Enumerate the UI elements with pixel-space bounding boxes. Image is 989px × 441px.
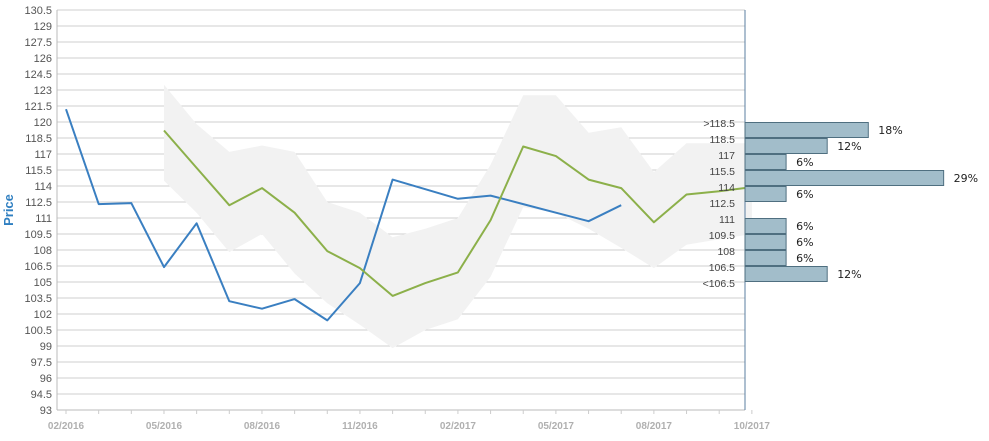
x-tick-label: 05/2016 bbox=[146, 421, 183, 432]
histogram-percent-label: 6% bbox=[796, 220, 813, 233]
y-tick-label: 117 bbox=[34, 149, 52, 161]
histogram-percent-label: 6% bbox=[796, 252, 813, 265]
y-tick-label: 97.5 bbox=[31, 357, 52, 369]
histogram-percent-label: 12% bbox=[837, 268, 861, 281]
histogram-bin-label: 111 bbox=[719, 214, 735, 226]
histogram-bar bbox=[744, 266, 828, 282]
histogram-bin-label: <106.5 bbox=[703, 278, 736, 290]
y-tick-label: 106.5 bbox=[24, 261, 52, 273]
x-tick-label: 02/2017 bbox=[440, 421, 477, 432]
histogram-percent-label: 29% bbox=[954, 172, 978, 185]
histogram-bin-label: 108 bbox=[717, 246, 735, 258]
y-tick-label: 94.5 bbox=[31, 389, 52, 401]
histogram-percent-label: 12% bbox=[837, 140, 861, 153]
axes bbox=[56, 10, 753, 414]
forecast-band bbox=[164, 84, 752, 349]
histogram-percent-label: 18% bbox=[878, 124, 902, 137]
distribution-histogram: >118.5 18% 118.5 12% 117 6% 115.5 29% 114 6% 112.5… bbox=[703, 118, 979, 290]
y-tick-label: 100.5 bbox=[24, 325, 52, 337]
histogram-bar bbox=[744, 122, 869, 138]
y-tick-label: 126 bbox=[34, 53, 52, 65]
histogram-bin-label: >118.5 bbox=[703, 118, 735, 130]
histogram-bin-label: 114 bbox=[718, 182, 735, 194]
y-tick-label: 115.5 bbox=[25, 165, 52, 177]
histogram-bar bbox=[744, 154, 787, 170]
histogram-bin-label: 117 bbox=[718, 150, 735, 162]
y-tick-label: 109.5 bbox=[24, 229, 52, 241]
y-tick-label: 103.5 bbox=[24, 293, 52, 305]
y-tick-label: 118.5 bbox=[25, 133, 52, 145]
y-tick-label: 127.5 bbox=[24, 37, 52, 49]
y-tick-label: 108 bbox=[34, 245, 52, 257]
histogram-bar bbox=[744, 170, 945, 186]
y-tick-label: 93 bbox=[40, 405, 52, 417]
y-tick-label: 121.5 bbox=[24, 101, 52, 113]
histogram-bar bbox=[744, 186, 787, 202]
histogram-bin-label: 106.5 bbox=[709, 262, 735, 274]
y-tick-label: 112.5 bbox=[25, 197, 52, 209]
y-tick-label: 99 bbox=[40, 341, 52, 353]
y-tick-label: 124.5 bbox=[24, 69, 52, 81]
x-tick-label: 08/2017 bbox=[636, 421, 673, 432]
histogram-bar bbox=[744, 138, 828, 154]
y-axis-ticks: 130.5 129 127.5 126 124.5 123 121.5 120 118.5 117… bbox=[24, 5, 52, 417]
histogram-bar bbox=[744, 250, 787, 266]
histogram-percent-label: 6% bbox=[796, 188, 813, 201]
x-tick-label: 10/2017 bbox=[734, 421, 771, 432]
histogram-bar bbox=[744, 218, 787, 234]
y-tick-label: 129 bbox=[34, 21, 52, 33]
y-tick-label: 102 bbox=[34, 309, 52, 321]
histogram-percent-label: 6% bbox=[796, 236, 813, 249]
histogram-percent-label: 6% bbox=[796, 156, 813, 169]
y-tick-label: 114 bbox=[34, 181, 52, 193]
y-tick-label: 105 bbox=[34, 277, 52, 289]
x-tick-label: 05/2017 bbox=[538, 421, 575, 432]
x-tick-label: 11/2016 bbox=[342, 421, 378, 432]
y-tick-label: 96 bbox=[40, 373, 52, 385]
histogram-bin-label: 118.5 bbox=[710, 134, 736, 146]
y-tick-label: 111 bbox=[35, 213, 52, 225]
series-line-1 bbox=[65, 108, 622, 322]
histogram-bin-label: 109.5 bbox=[709, 230, 735, 242]
x-tick-label: 02/2016 bbox=[48, 421, 85, 432]
series-line-2 bbox=[163, 129, 753, 297]
price-series bbox=[65, 108, 753, 322]
forecast-band-area bbox=[164, 84, 752, 349]
x-tick-label: 08/2016 bbox=[244, 421, 281, 432]
histogram-bin-label: 112.5 bbox=[710, 198, 736, 210]
histogram-bin-label: 115.5 bbox=[710, 166, 736, 178]
x-axis-ticks: 02/2016 05/2016 08/2016 11/2016 02/2017 05/20… bbox=[48, 421, 770, 432]
y-tick-label: 120 bbox=[34, 117, 52, 129]
histogram-bar bbox=[744, 234, 787, 250]
y-axis-label: Price bbox=[1, 194, 16, 226]
y-tick-label: 130.5 bbox=[24, 5, 52, 17]
y-tick-label: 123 bbox=[34, 85, 52, 97]
